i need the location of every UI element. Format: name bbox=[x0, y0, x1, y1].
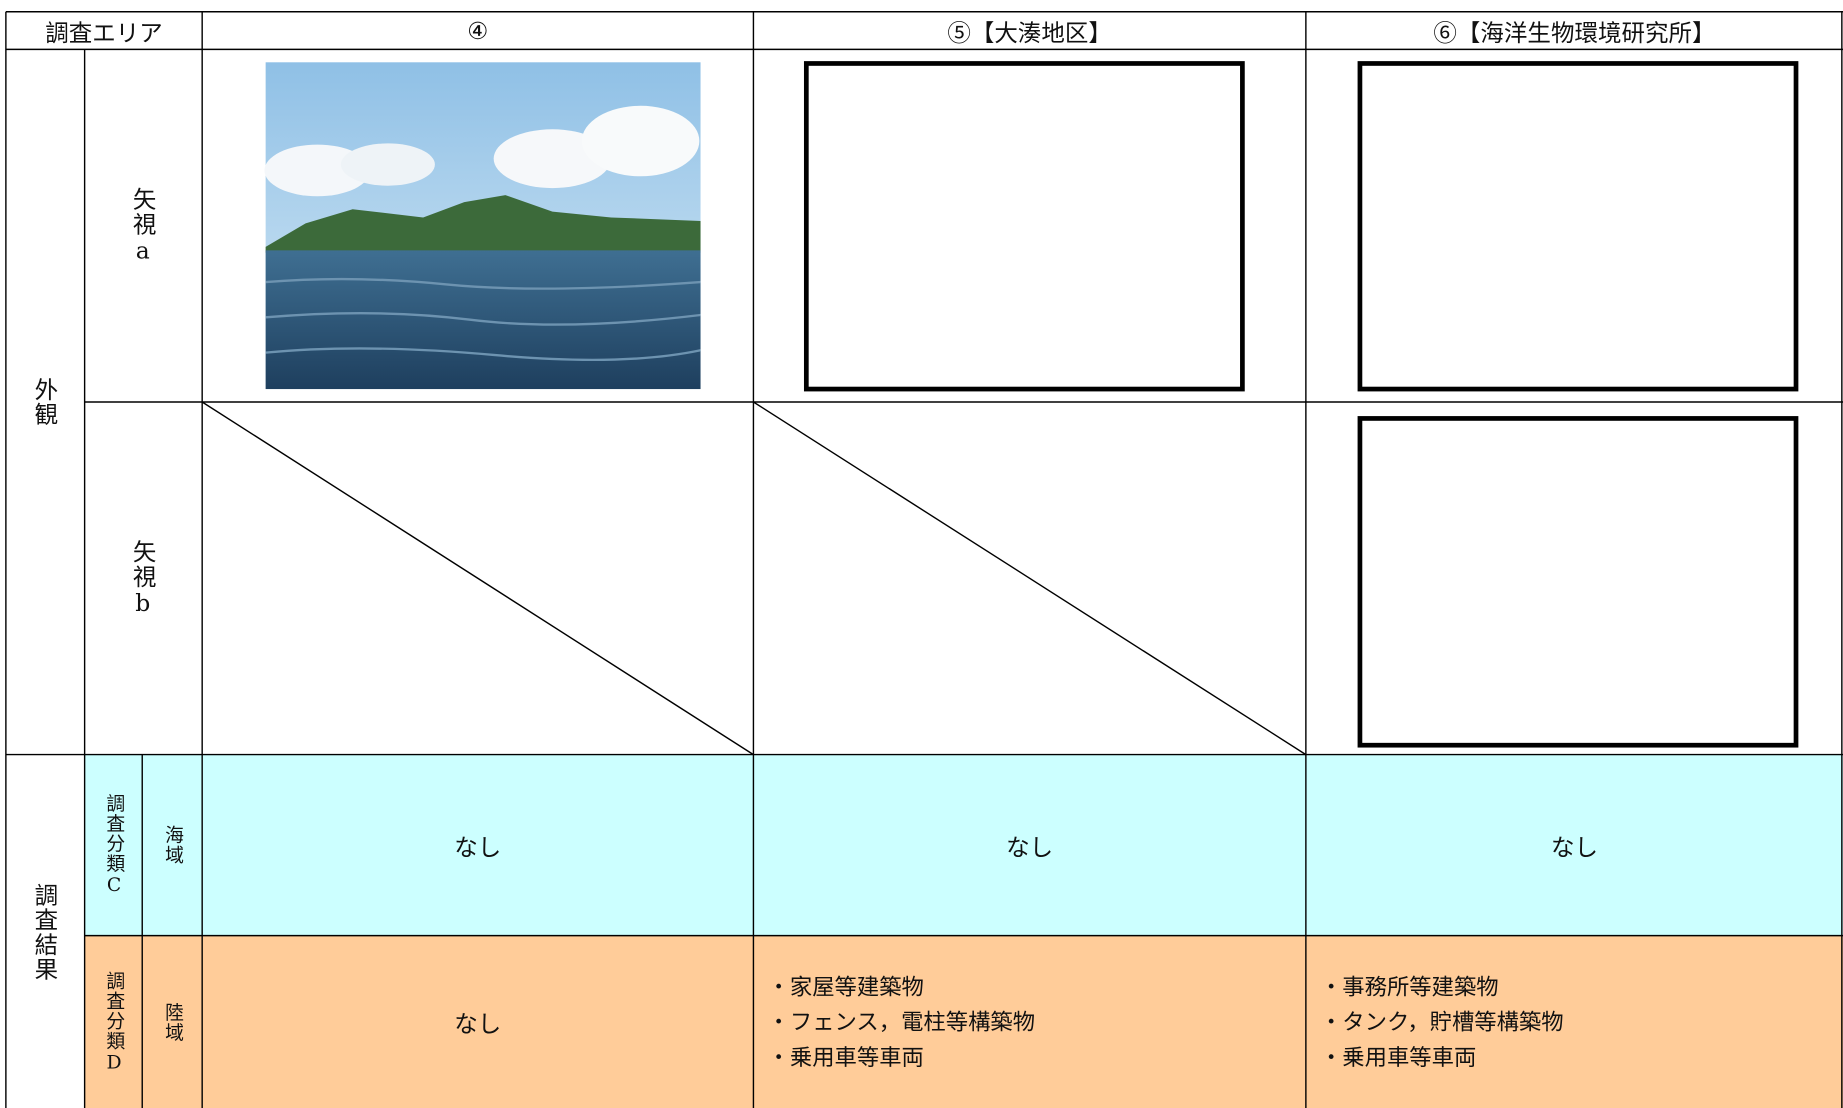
land-item: ・フェンス，電柱等構築物 bbox=[767, 1009, 1036, 1035]
header-cell: ④ bbox=[467, 16, 489, 45]
land-item: ・乗用車等車両 bbox=[767, 1044, 924, 1071]
grid-lines bbox=[5, 11, 1843, 1108]
sea-cell: なし bbox=[1006, 832, 1054, 861]
sea-cell: なし bbox=[1550, 832, 1598, 861]
land-cell: なし bbox=[202, 936, 753, 1108]
row-label: 陸域 bbox=[161, 1002, 184, 1042]
land-item: ・タンク，貯槽等構築物 bbox=[1319, 1009, 1564, 1035]
land-item: ・乗用車等車両 bbox=[1319, 1044, 1477, 1071]
row-label: 調査分類D bbox=[102, 970, 126, 1074]
header-cell: ⑥【海洋生物環境研究所】 bbox=[1433, 18, 1716, 47]
row-label: 海域 bbox=[161, 825, 184, 866]
land-cell: ・事務所等建築物 ・タンク，貯槽等構築物 ・乗用車等車両 bbox=[1306, 936, 1843, 1108]
empty-photo-frames bbox=[803, 61, 1799, 748]
land-item: なし bbox=[454, 1009, 502, 1038]
header-cell: ⑤【大湊地区】 bbox=[947, 18, 1112, 47]
land-item: ・家屋等建築物 bbox=[767, 973, 924, 1000]
photo bbox=[264, 62, 701, 390]
row-label: 矢視a bbox=[128, 186, 157, 266]
land-cell: ・家屋等建築物 ・フェンス，電柱等構築物 ・乗用車等車両 bbox=[753, 936, 1305, 1108]
row-label: 調査分類C bbox=[102, 793, 126, 897]
row-label: 調査結果 bbox=[30, 882, 59, 981]
row-label: 外観 bbox=[30, 377, 59, 427]
row-label: 矢視b bbox=[128, 538, 157, 618]
header-cell: 調査エリア bbox=[45, 18, 163, 47]
land-row-bg bbox=[84, 935, 1843, 1108]
sea-cell: なし bbox=[454, 832, 502, 861]
sea-row-bg bbox=[84, 754, 1843, 936]
land-item: ・事務所等建築物 bbox=[1319, 973, 1499, 1000]
